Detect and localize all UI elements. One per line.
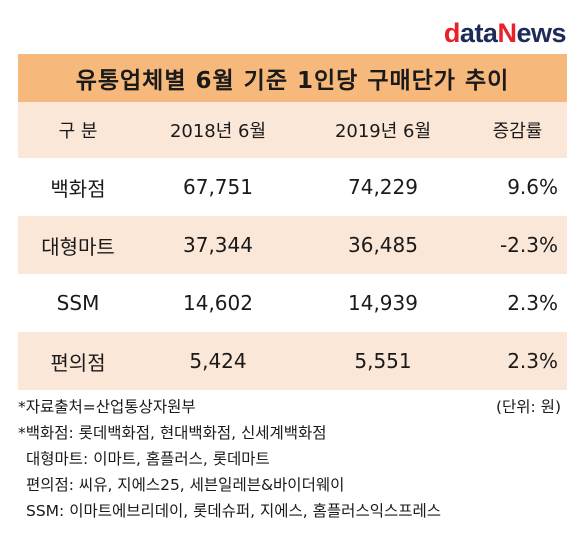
row-2019-value: 36,485: [348, 233, 418, 257]
row-2018-value: 14,602: [183, 291, 253, 315]
header-2018: 2018년 6월: [169, 121, 267, 142]
row-2018-value: 67,751: [183, 175, 253, 199]
hypermarket-note: 대형마트: 이마트, 홈플러스, 롯데마트: [26, 450, 270, 468]
datanews-logo: dataNews: [443, 18, 567, 48]
row-name: 백화점: [50, 176, 106, 201]
unit-note: (단위: 원): [495, 398, 561, 416]
row-change-value: -2.3%: [499, 233, 558, 257]
table-row: 백화점 67,751 74,229 9.6%: [18, 158, 567, 216]
table-row: 대형마트 37,344 36,485 -2.3%: [18, 216, 567, 274]
row-2018-value: 5,424: [189, 349, 247, 373]
table-row: SSM 14,602 14,939 2.3%: [18, 274, 567, 332]
row-2019-value: 74,229: [348, 175, 418, 199]
source-note: *자료출처=산업통상자원부: [18, 398, 196, 416]
row-name: 대형마트: [41, 234, 115, 259]
ssm-note: SSM: 이마트에브리데이, 롯데슈퍼, 지에스, 홈플러스익스프레스: [26, 502, 442, 520]
row-change-value: 2.3%: [507, 349, 558, 373]
header-change: 증감률: [492, 121, 543, 142]
row-name: SSM: [56, 291, 100, 315]
footnotes: *자료출처=산업통상자원부 (단위: 원) *백화점: 롯데백화점, 현대백화점…: [18, 394, 567, 524]
row-2019-value: 14,939: [348, 291, 418, 315]
header-category: 구 분: [58, 121, 98, 142]
header-2019: 2019년 6월: [334, 121, 432, 142]
department-store-note: *백화점: 롯데백화점, 현대백화점, 신세계백화점: [18, 424, 327, 442]
row-2018-value: 37,344: [183, 233, 253, 257]
table-title: 유통업체별 6월 기준 1인당 구매단가 추이: [18, 54, 567, 102]
table-header-row: 구 분 2018년 6월 2019년 6월 증감률: [18, 102, 567, 158]
row-name: 편의점: [50, 350, 106, 375]
row-change-value: 9.6%: [507, 175, 558, 199]
convenience-store-note: 편의점: 씨유, 지에스25, 세븐일레븐&바이더웨이: [26, 476, 345, 494]
table-row: 편의점 5,424 5,551 2.3%: [18, 332, 567, 390]
row-2019-value: 5,551: [354, 349, 412, 373]
row-change-value: 2.3%: [507, 291, 558, 315]
